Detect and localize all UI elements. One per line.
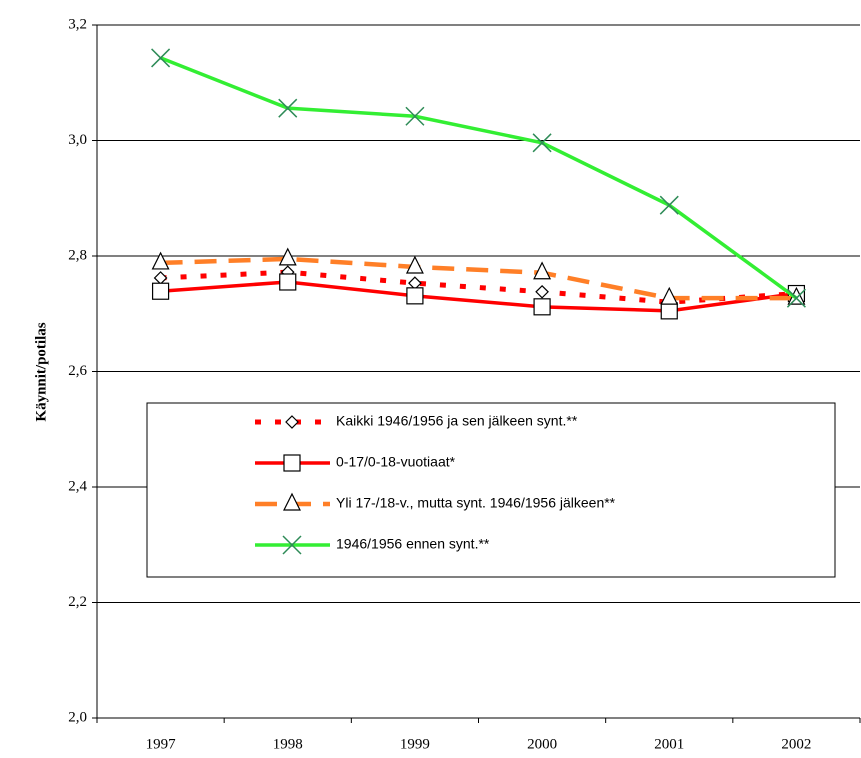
y-axis-label: Käynnit/potilas <box>33 322 49 421</box>
series-line <box>160 280 797 313</box>
y-tick-label: 2,4 <box>68 478 87 494</box>
marker <box>406 287 424 305</box>
marker <box>151 282 170 300</box>
marker <box>151 251 170 270</box>
marker <box>660 286 679 305</box>
marker <box>405 106 425 126</box>
x-tick-label: 1998 <box>273 736 303 752</box>
marker <box>533 298 551 316</box>
marker <box>153 271 168 285</box>
marker <box>151 48 171 68</box>
legend: Kaikki 1946/1956 ja sen jälkeen synt.** 0… <box>146 402 836 578</box>
series-line <box>160 269 797 305</box>
marker <box>786 288 806 308</box>
marker <box>283 492 301 511</box>
x-tick-label: 1997 <box>146 736 177 752</box>
legend-label: 1946/1956 ennen synt.** <box>336 536 490 552</box>
marker <box>283 454 301 472</box>
y-tick-label: 3,0 <box>68 132 87 148</box>
marker <box>535 284 549 299</box>
legend-label: 0-17/0-18-vuotiaat* <box>336 454 456 470</box>
legend-label: Yli 17-/18-v., mutta synt. 1946/1956 jäl… <box>336 495 616 511</box>
marker <box>278 247 297 266</box>
x-tick-label: 2002 <box>781 736 811 752</box>
x-tick-label: 1999 <box>400 736 430 752</box>
y-tick-label: 2,0 <box>68 709 87 725</box>
y-tick-label: 2,2 <box>68 594 87 610</box>
x-tick-label: 2001 <box>654 736 684 752</box>
marker <box>282 535 302 555</box>
marker <box>405 255 424 274</box>
marker <box>659 195 679 215</box>
legend-box <box>146 402 836 578</box>
x-tick-label: 2000 <box>527 736 557 752</box>
marker <box>278 98 298 118</box>
y-tick-label: 2,6 <box>68 363 87 379</box>
legend-label: Kaikki 1946/1956 ja sen jälkeen synt.** <box>336 413 578 429</box>
series-line <box>160 256 797 301</box>
marker <box>660 302 678 320</box>
y-tick-label: 2,8 <box>68 247 87 263</box>
marker <box>533 261 552 280</box>
y-tick-label: 3,2 <box>68 16 87 32</box>
series-line <box>159 56 798 300</box>
marker <box>532 133 552 153</box>
marker <box>279 273 297 291</box>
marker <box>285 415 299 429</box>
